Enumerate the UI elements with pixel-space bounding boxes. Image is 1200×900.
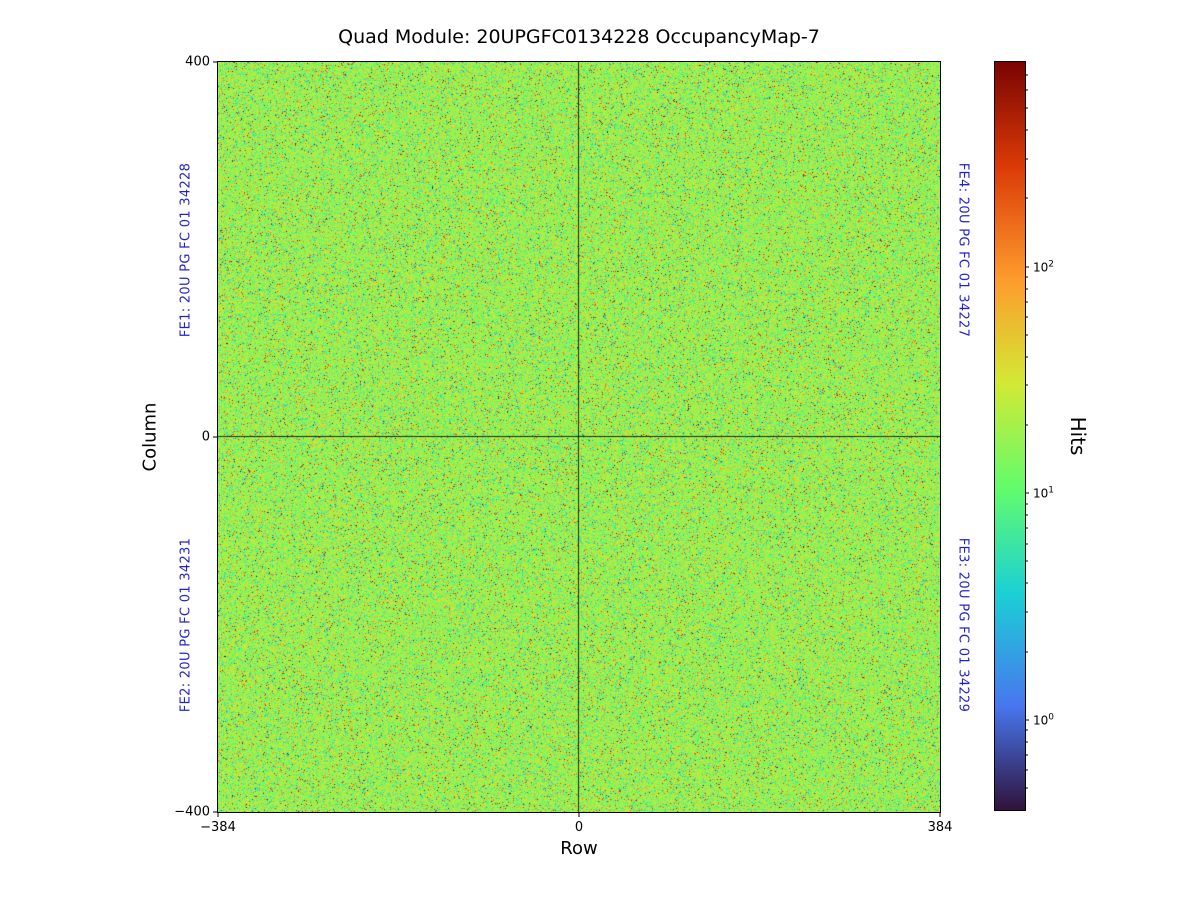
colorbar-axis-label: Hits	[1066, 417, 1090, 456]
colorbar-minor-tick	[1025, 334, 1028, 335]
x-tick-mark	[940, 813, 941, 817]
colorbar-minor-tick	[1025, 316, 1028, 317]
fe1-chip-label: FE1: 20U PG FC 01 34228	[179, 163, 194, 337]
colorbar-minor-tick	[1025, 583, 1028, 584]
colorbar-tick-exp: 2	[1048, 259, 1054, 269]
colorbar-major-tick	[1025, 266, 1029, 267]
colorbar-major-tick	[1025, 493, 1029, 494]
colorbar-minor-tick	[1025, 288, 1028, 289]
x-tick-mark	[579, 813, 580, 817]
colorbar-minor-tick	[1025, 788, 1028, 789]
y-tick-label: 0	[202, 430, 210, 445]
colorbar-tick-label: 102	[1033, 259, 1054, 274]
colorbar-minor-tick	[1025, 611, 1028, 612]
colorbar-gradient	[995, 62, 1025, 810]
fe2-chip-label: FE2: 20U PG FC 01 34231	[179, 538, 194, 712]
colorbar-minor-tick	[1025, 356, 1028, 357]
colorbar-minor-tick	[1025, 770, 1028, 771]
plot-title: Quad Module: 20UPGFC0134228 OccupancyMap…	[218, 26, 940, 48]
colorbar-minor-tick	[1025, 741, 1028, 742]
colorbar-tick-exp: 1	[1048, 486, 1054, 496]
colorbar-minor-tick	[1025, 385, 1028, 386]
colorbar-minor-tick	[1025, 90, 1028, 91]
colorbar-minor-tick	[1025, 108, 1028, 109]
colorbar-minor-tick	[1025, 543, 1028, 544]
y-tick-label: 400	[185, 55, 210, 70]
fe4-chip-label: FE4: 20U PG FC 01 34227	[956, 163, 971, 337]
colorbar-minor-tick	[1025, 277, 1028, 278]
y-tick-mark	[213, 437, 217, 438]
colorbar-minor-tick	[1025, 561, 1028, 562]
colorbar-minor-tick	[1025, 754, 1028, 755]
y-tick-mark	[213, 812, 217, 813]
colorbar-tick-exp: 0	[1048, 712, 1054, 722]
heatmap-plot-area: 400 0 −400 −384 0 384	[217, 61, 941, 813]
colorbar-minor-tick	[1025, 651, 1028, 652]
colorbar-tick-label: 100	[1033, 712, 1054, 727]
colorbar-major-tick	[1025, 719, 1029, 720]
colorbar: 102 101 100	[994, 61, 1026, 811]
y-axis-label: Column	[140, 403, 161, 472]
x-axis-label: Row	[218, 838, 940, 859]
fe3-chip-label: FE3: 20U PG FC 01 34229	[956, 538, 971, 712]
colorbar-minor-tick	[1025, 301, 1028, 302]
y-tick-label: −400	[174, 805, 210, 820]
colorbar-minor-tick	[1025, 158, 1028, 159]
x-tick-label: 0	[575, 820, 583, 835]
colorbar-tick-base: 10	[1033, 487, 1048, 501]
x-tick-label: 384	[928, 820, 953, 835]
x-tick-mark	[218, 813, 219, 817]
occupancy-heatmap-canvas	[218, 62, 940, 812]
x-tick-label: −384	[200, 820, 236, 835]
colorbar-minor-tick	[1025, 425, 1028, 426]
colorbar-tick-label: 101	[1033, 486, 1054, 501]
colorbar-minor-tick	[1025, 198, 1028, 199]
colorbar-minor-tick	[1025, 130, 1028, 131]
colorbar-minor-tick	[1025, 503, 1028, 504]
colorbar-tick-base: 10	[1033, 260, 1048, 274]
colorbar-minor-tick	[1025, 730, 1028, 731]
y-tick-mark	[213, 62, 217, 63]
occupancy-map-figure: Quad Module: 20UPGFC0134228 OccupancyMap…	[0, 0, 1200, 900]
colorbar-minor-tick	[1025, 528, 1028, 529]
colorbar-minor-tick	[1025, 75, 1028, 76]
colorbar-tick-base: 10	[1033, 713, 1048, 727]
colorbar-minor-tick	[1025, 515, 1028, 516]
